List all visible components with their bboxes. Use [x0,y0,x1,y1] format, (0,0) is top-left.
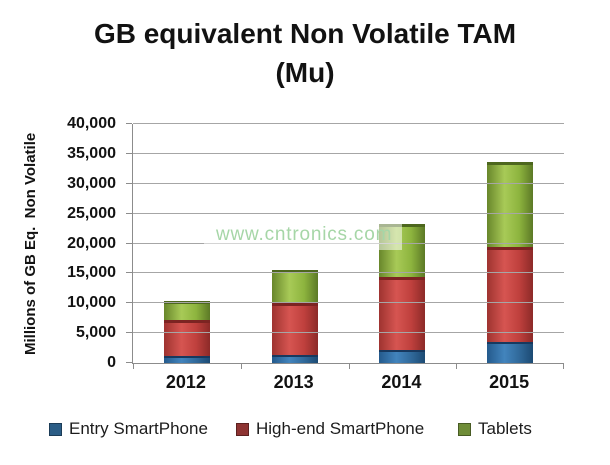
bar-segment [271,269,318,304]
bar-segment [487,342,534,363]
y-tick-label: 20,000 [67,234,116,252]
legend-item-high-end-smartphone: High-end SmartPhone [236,419,424,439]
y-tick-label: 40,000 [67,115,116,132]
legend-label: High-end SmartPhone [256,419,425,438]
legend-item-tablets: Tablets [458,419,532,439]
legend-label: Tablets [478,419,532,438]
x-axis-labels: 2012 2013 2014 2015 [132,372,563,393]
y-tick-mark [126,152,132,154]
y-tick-label: 30,000 [67,174,116,192]
x-tick-mark [456,363,458,369]
bar-segment [487,161,534,248]
bar-segment [271,303,318,355]
gridline [133,332,564,334]
bar-segment [379,349,426,363]
x-axis-label: 2014 [381,372,422,392]
bar-2015 [487,124,534,363]
bar-2014 [379,124,426,363]
bar-bands [133,124,564,363]
gridline [133,182,564,184]
category-band-2013 [241,124,349,363]
y-tick-label: 15,000 [67,264,116,282]
y-tick-label: 25,000 [67,204,116,222]
chart-title-line2: (Mu) [275,57,335,88]
legend: Entry SmartPhone High-end SmartPhone Table… [0,419,610,445]
x-tick-mark [348,363,350,369]
y-tick-label: 10,000 [67,294,116,312]
watermark-box: www.cntronics.com [204,220,402,250]
chart-title: GB equivalent Non Volatile TAM (Mu) [0,14,610,92]
category-band-2012 [133,124,241,363]
x-tick-mark [240,363,242,369]
y-tick-mark [126,362,132,363]
y-tick-label: 0 [107,354,116,371]
bar-segment [379,276,426,350]
y-tick-mark [126,123,132,124]
gridline [133,152,564,154]
y-tick-mark [126,332,132,334]
chart-title-line1: GB equivalent Non Volatile TAM [93,18,517,49]
y-tick-mark [126,242,132,244]
legend-item-entry-smartphone: Entry SmartPhone [49,419,208,439]
gridline [133,302,564,304]
y-tick-mark [126,212,132,214]
y-tick-mark [126,272,132,274]
x-axis-label: 2015 [489,372,530,392]
gridline [133,212,564,214]
bar-segment [163,301,210,320]
bar-segment [163,320,210,357]
x-axis-label: 2012 [165,372,206,392]
category-band-2014 [349,124,457,363]
y-tick-label: 35,000 [67,144,116,162]
legend-swatch [49,422,62,436]
plot-area [132,123,564,369]
legend-swatch [458,422,471,436]
bar-segment [271,354,318,363]
gridline [133,123,564,124]
y-tick-mark [126,302,132,304]
x-tick-mark [563,363,564,369]
bar-segment [487,247,534,343]
legend-label: Entry SmartPhone [69,419,208,438]
y-axis-ticks: 0 5,000 10,000 15,000 20,000 25,000 30,000 35,0… [0,115,132,371]
y-tick-label: 5,000 [75,324,116,342]
x-axis-label: 2013 [273,372,314,392]
bar-segment [163,356,210,363]
gridline [133,272,564,274]
y-tick-mark [126,182,132,184]
watermark-text: www.cntronics.com [216,224,393,245]
legend-swatch [236,422,249,436]
x-tick-mark [133,363,134,369]
bar-segment [379,224,426,277]
category-band-2015 [456,124,564,363]
bar-2012 [163,124,210,363]
bar-2013 [271,124,318,363]
